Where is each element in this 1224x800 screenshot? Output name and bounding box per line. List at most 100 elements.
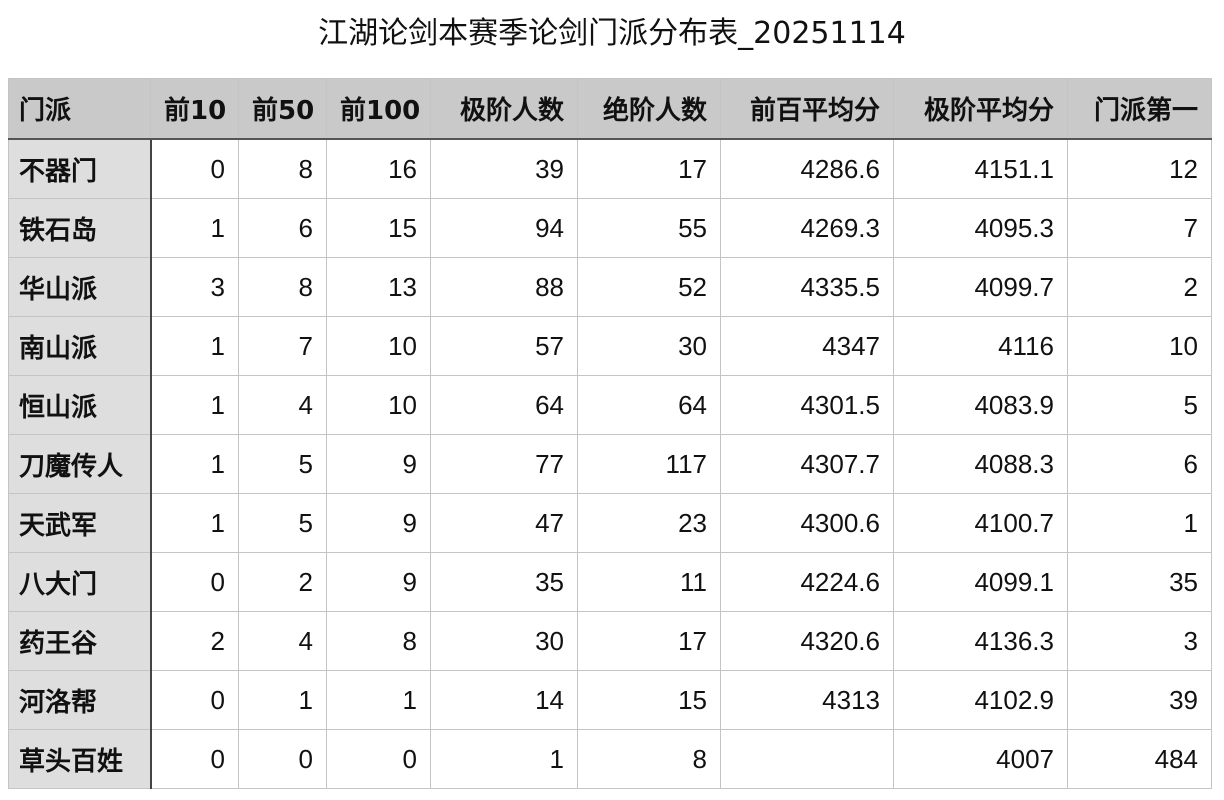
value-cell: 4100.7 [893, 493, 1068, 553]
value-cell: 35 [1067, 552, 1212, 612]
table-row: 恒山派 1 4 10 64 64 4301.5 4083.9 5 [8, 375, 1212, 435]
value-cell: 117 [577, 434, 721, 494]
table-row: 不器门 0 8 16 39 17 4286.6 4151.1 12 [8, 138, 1212, 199]
value-cell: 39 [1067, 670, 1212, 730]
value-cell: 23 [577, 493, 721, 553]
table-row: 南山派 1 7 10 57 30 4347 4116 10 [8, 316, 1212, 376]
value-cell: 5 [1067, 375, 1212, 435]
value-cell: 30 [577, 316, 721, 376]
value-cell: 4116 [893, 316, 1068, 376]
value-cell: 8 [238, 257, 327, 317]
value-cell: 4224.6 [720, 552, 894, 612]
value-cell: 6 [238, 198, 327, 258]
value-cell: 4083.9 [893, 375, 1068, 435]
value-cell: 4301.5 [720, 375, 894, 435]
value-cell: 0 [150, 670, 239, 730]
value-cell: 1 [430, 729, 578, 789]
value-cell: 9 [326, 493, 431, 553]
column-header: 绝阶人数 [577, 78, 721, 140]
value-cell: 15 [326, 198, 431, 258]
value-cell: 52 [577, 257, 721, 317]
value-cell: 3 [150, 257, 239, 317]
value-cell: 11 [577, 552, 721, 612]
value-cell: 1 [150, 375, 239, 435]
value-cell: 9 [326, 434, 431, 494]
value-cell: 0 [326, 729, 431, 789]
value-cell: 1 [150, 493, 239, 553]
value-cell: 1 [150, 434, 239, 494]
value-cell: 16 [326, 138, 431, 199]
value-cell: 4335.5 [720, 257, 894, 317]
value-cell: 5 [238, 434, 327, 494]
value-cell: 0 [150, 729, 239, 789]
sect-name-cell: 南山派 [8, 316, 152, 376]
value-cell: 6 [1067, 434, 1212, 494]
value-cell: 30 [430, 611, 578, 671]
column-header: 前50 [238, 78, 327, 140]
value-cell: 4102.9 [893, 670, 1068, 730]
value-cell: 88 [430, 257, 578, 317]
value-cell: 8 [577, 729, 721, 789]
value-cell: 0 [150, 138, 239, 199]
value-cell: 77 [430, 434, 578, 494]
value-cell: 10 [326, 316, 431, 376]
value-cell: 55 [577, 198, 721, 258]
value-cell: 4 [238, 375, 327, 435]
value-cell: 64 [577, 375, 721, 435]
value-cell: 35 [430, 552, 578, 612]
table-row: 八大门 0 2 9 35 11 4224.6 4099.1 35 [8, 552, 1212, 612]
table-row: 草头百姓 0 0 0 1 8 4007 484 [8, 729, 1212, 789]
value-cell: 484 [1067, 729, 1212, 789]
value-cell: 4095.3 [893, 198, 1068, 258]
table-row: 刀魔传人 1 5 9 77 117 4307.7 4088.3 6 [8, 434, 1212, 494]
table-row: 华山派 3 8 13 88 52 4335.5 4099.7 2 [8, 257, 1212, 317]
table-row: 药王谷 2 4 8 30 17 4320.6 4136.3 3 [8, 611, 1212, 671]
value-cell: 3 [1067, 611, 1212, 671]
value-cell: 1 [150, 316, 239, 376]
value-cell: 47 [430, 493, 578, 553]
value-cell: 4300.6 [720, 493, 894, 553]
sect-name-cell: 药王谷 [8, 611, 152, 671]
value-cell: 4269.3 [720, 198, 894, 258]
value-cell: 5 [238, 493, 327, 553]
value-cell: 7 [1067, 198, 1212, 258]
value-cell: 1 [1067, 493, 1212, 553]
value-cell: 4347 [720, 316, 894, 376]
value-cell: 2 [150, 611, 239, 671]
value-cell: 1 [326, 670, 431, 730]
sect-name-cell: 草头百姓 [8, 729, 152, 789]
value-cell: 57 [430, 316, 578, 376]
value-cell: 4320.6 [720, 611, 894, 671]
value-cell: 39 [430, 138, 578, 199]
table-row: 天武军 1 5 9 47 23 4300.6 4100.7 1 [8, 493, 1212, 553]
value-cell: 2 [238, 552, 327, 612]
sect-name-cell: 不器门 [8, 138, 152, 199]
table-row: 铁石岛 1 6 15 94 55 4269.3 4095.3 7 [8, 198, 1212, 258]
column-header: 极阶人数 [430, 78, 578, 140]
column-header: 前百平均分 [720, 78, 894, 140]
sect-name-cell: 河洛帮 [8, 670, 152, 730]
table-row: 河洛帮 0 1 1 14 15 4313 4102.9 39 [8, 670, 1212, 730]
value-cell: 10 [1067, 316, 1212, 376]
value-cell: 4099.1 [893, 552, 1068, 612]
value-cell: 4088.3 [893, 434, 1068, 494]
value-cell: 64 [430, 375, 578, 435]
header-row: 门派 前10 前50 前100 极阶人数 绝阶人数 前百平均分 极阶平均分 门派第一 [8, 78, 1212, 140]
value-cell: 13 [326, 257, 431, 317]
column-header: 门派第一 [1067, 78, 1212, 140]
column-header: 前100 [326, 78, 431, 140]
value-cell [720, 729, 894, 789]
sect-name-cell: 铁石岛 [8, 198, 152, 258]
value-cell: 17 [577, 611, 721, 671]
value-cell: 94 [430, 198, 578, 258]
value-cell: 9 [326, 552, 431, 612]
sect-name-cell: 天武军 [8, 493, 152, 553]
value-cell: 15 [577, 670, 721, 730]
value-cell: 4099.7 [893, 257, 1068, 317]
value-cell: 4286.6 [720, 138, 894, 199]
value-cell: 4313 [720, 670, 894, 730]
value-cell: 0 [150, 552, 239, 612]
value-cell: 12 [1067, 138, 1212, 199]
value-cell: 4 [238, 611, 327, 671]
column-header: 极阶平均分 [893, 78, 1068, 140]
